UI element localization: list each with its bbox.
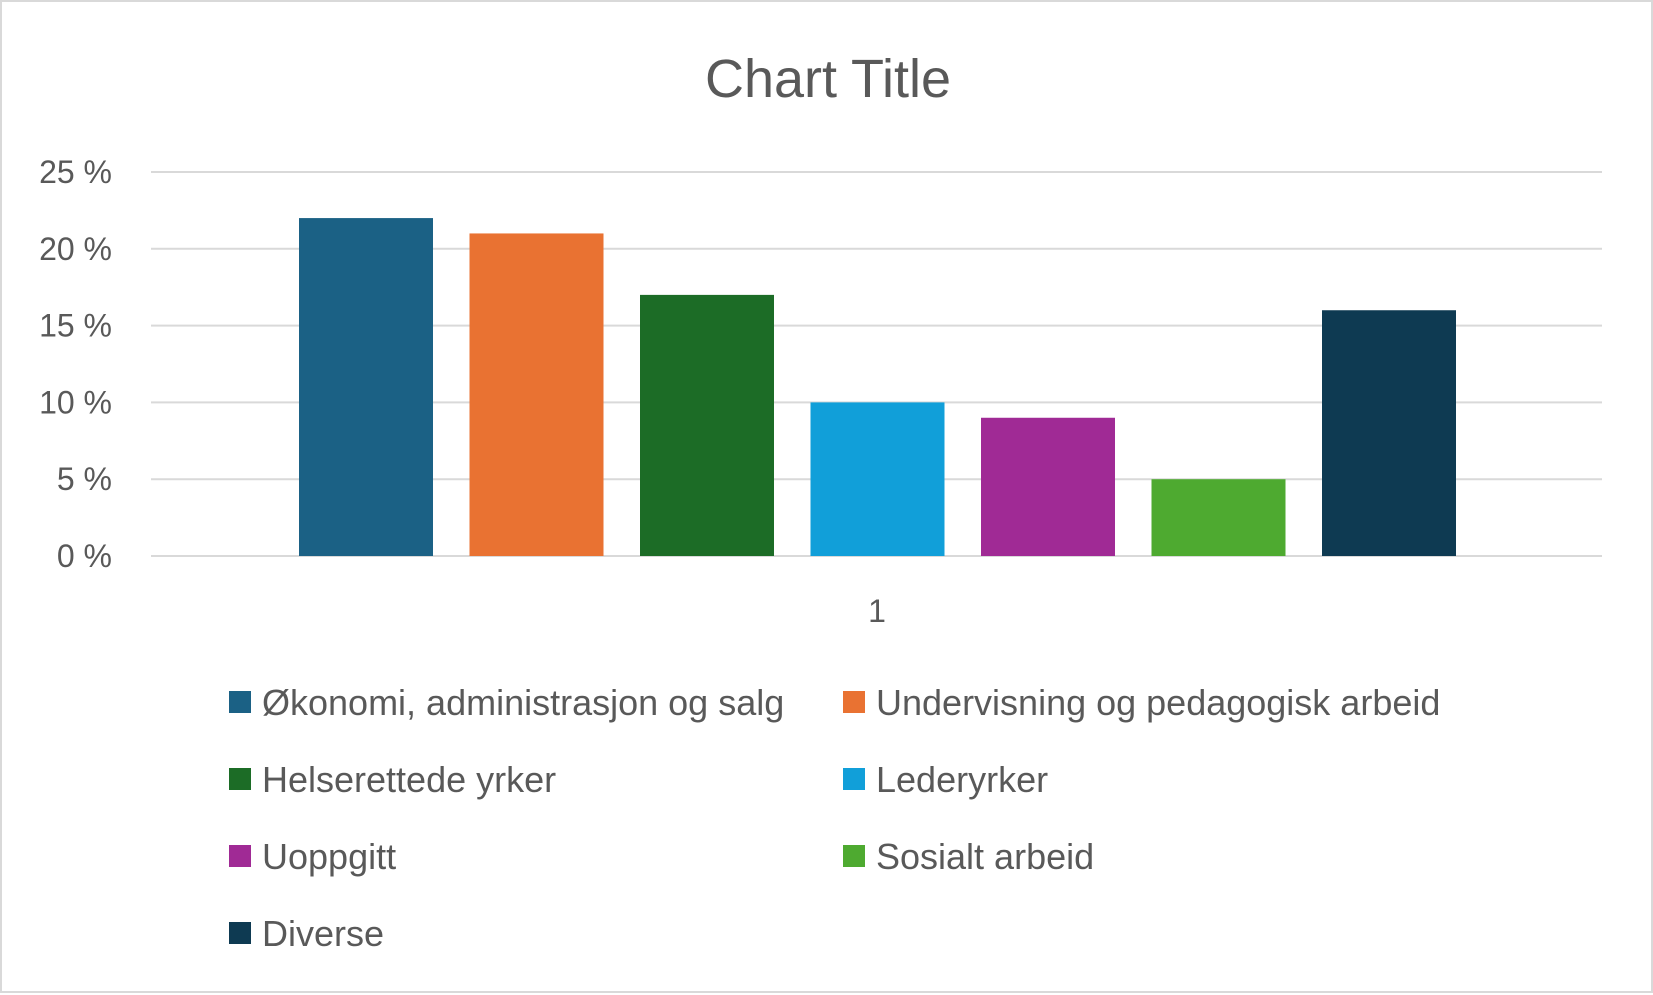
legend: Økonomi, administrasjon og salg Undervisn…: [229, 682, 1440, 954]
legend-swatch: [843, 768, 865, 790]
y-tick-label: 25 %: [39, 154, 112, 190]
bar-1: [299, 218, 433, 556]
y-tick-label: 10 %: [39, 384, 112, 420]
legend-swatch: [229, 691, 251, 713]
bar-6: [1151, 479, 1286, 556]
y-tick-label: 0 %: [57, 538, 112, 574]
bar-2: [469, 233, 604, 556]
legend-swatch: [229, 768, 251, 790]
legend-label: Uoppgitt: [262, 836, 396, 877]
y-axis-ticks: 0 % 5 % 10 % 15 % 20 % 25 %: [39, 154, 112, 574]
bars: [299, 218, 1456, 556]
legend-label: Diverse: [262, 913, 384, 954]
chart-title: Chart Title: [705, 49, 951, 109]
bar-3: [640, 294, 774, 556]
legend-swatch: [229, 845, 251, 867]
y-tick-label: 5 %: [57, 461, 112, 497]
x-category-label: 1: [868, 593, 886, 629]
legend-label: Sosialt arbeid: [876, 836, 1094, 877]
legend-label: Helserettede yrker: [262, 759, 556, 800]
bar-7: [1322, 310, 1456, 556]
legend-label: Lederyrker: [876, 759, 1048, 800]
bar-4: [810, 402, 945, 556]
legend-label: Undervisning og pedagogisk arbeid: [876, 682, 1440, 723]
bar-5: [981, 417, 1115, 556]
legend-swatch: [843, 845, 865, 867]
legend-swatch: [229, 922, 251, 944]
y-tick-label: 15 %: [39, 308, 112, 344]
legend-swatch: [843, 691, 865, 713]
y-tick-label: 20 %: [39, 231, 112, 267]
x-axis-categories: 1: [868, 593, 886, 629]
legend-label: Økonomi, administrasjon og salg: [262, 682, 784, 723]
